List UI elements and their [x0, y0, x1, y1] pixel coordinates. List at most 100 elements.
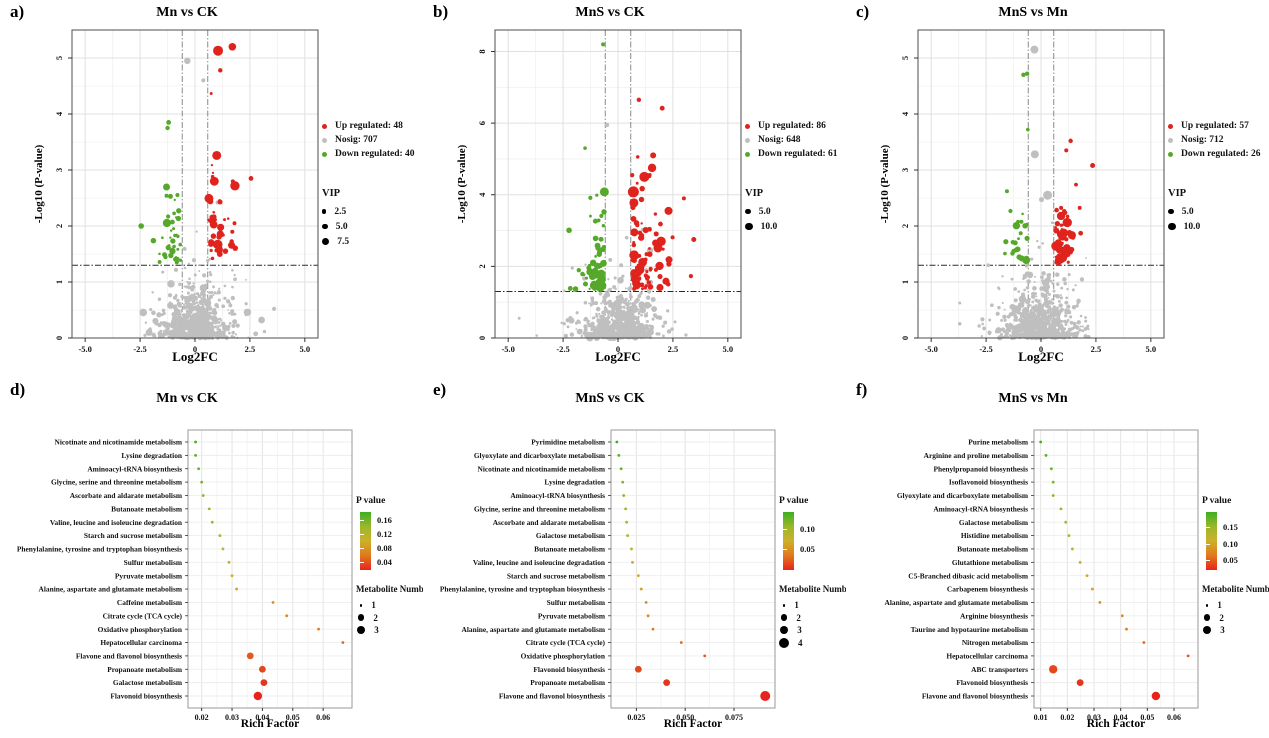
pvalue-gradient-bar: 0.16 0.12 0.08 0.04 — [360, 512, 446, 570]
category-label: Flavonoid biosynthesis — [956, 678, 1028, 687]
legend-label: Down regulated: 40 — [335, 149, 415, 159]
category-label: Lysine degradation — [544, 478, 605, 487]
enrichment-dot — [197, 467, 201, 471]
size-legend-dot — [782, 603, 786, 607]
category-label: Oxidative phosphorylation — [521, 651, 605, 660]
svg-text:1: 1 — [900, 280, 910, 284]
enrichment-dot — [1125, 627, 1128, 631]
enrichment-dot — [663, 679, 671, 687]
enrichment-dot — [1049, 467, 1053, 471]
pvalue-gradient-bar: 0.15 0.10 0.05 — [1206, 512, 1269, 570]
category-label: Butanoate metabolism — [534, 545, 606, 554]
volcano-plot-mns-vs-mn: -5.0 -2.5 0 2.5 5.0 0 1 2 3 4 5 — [900, 29, 1165, 354]
gridlines — [918, 30, 1164, 339]
size-legend-item: 4 — [779, 637, 869, 650]
legend-label: Up regulated: 48 — [335, 121, 403, 131]
vip-legend-item: 5.0 — [745, 204, 845, 219]
gridlines — [72, 30, 318, 339]
x-axis-label-b: Log2FC — [595, 349, 641, 364]
vip-legend-item: 2.5 — [322, 204, 422, 219]
svg-text:2.5: 2.5 — [1091, 344, 1102, 354]
size-legend-label: 2 — [1219, 612, 1224, 623]
panel-letter-f: f) — [856, 380, 868, 399]
category-label: Pyruvate metabolism — [538, 611, 606, 620]
enrichment-dotplot-mns-vs-mn: 0.01 0.02 0.03 0.04 0.05 0.06 Purine metabolis… — [885, 429, 1199, 722]
category-label: Alanine, aspartate and glutamate metabol… — [462, 625, 606, 634]
enrichment-dot — [221, 547, 225, 551]
enrichment-dot — [235, 587, 238, 591]
panel-title-d: Mn vs CK — [156, 391, 218, 406]
pvalue-tick-label: 0.10 — [800, 524, 815, 535]
svg-text:0: 0 — [193, 344, 197, 354]
legend-a: Up regulated: 48 Nosig: 707 Down regulated… — [322, 119, 422, 249]
enrichment-dot — [1051, 494, 1055, 497]
points-up — [204, 43, 254, 261]
enrichment-dot — [341, 641, 345, 644]
legend-item-nosig: Nosig: 707 — [322, 133, 422, 147]
y-axis-label-a: -Log10 (P-value) — [33, 144, 45, 224]
enrichment-dot — [1049, 665, 1058, 674]
svg-text:-2.5: -2.5 — [133, 344, 146, 354]
svg-text:4: 4 — [54, 111, 64, 116]
vip-legend-title: VIP — [1168, 188, 1187, 199]
volcano-plot-mns-vs-ck: -5.0 -2.5 0 2.5 5.0 0 2 4 6 8 — [477, 29, 742, 354]
legend-label: Nosig: 648 — [758, 135, 801, 145]
svg-text:0.06: 0.06 — [1167, 713, 1181, 722]
category-label: Purine metabolism — [968, 438, 1029, 447]
svg-text:2.5: 2.5 — [668, 344, 679, 354]
svg-text:1: 1 — [54, 280, 64, 284]
vip-legend-item: 5.0 — [322, 219, 422, 234]
legend-swatch-up — [1168, 123, 1173, 129]
size-legend-label: 2 — [373, 612, 378, 623]
category-label: Taurine and hypotaurine metabolism — [911, 625, 1029, 634]
enrichment-dots — [1039, 440, 1190, 701]
vip-size-label: 5.0 — [335, 221, 348, 232]
enrichment-dot — [703, 654, 707, 658]
gradient-bar — [1206, 512, 1217, 570]
enrichment-dot — [1071, 547, 1074, 551]
enrichment-dots — [615, 440, 771, 701]
svg-text:0.05: 0.05 — [1140, 713, 1154, 722]
svg-text:0: 0 — [54, 336, 64, 340]
panel-letter-d: d) — [10, 380, 26, 399]
svg-text:0: 0 — [477, 336, 487, 340]
category-label: Galactose metabolism — [113, 678, 183, 687]
enrichment-dot — [634, 665, 642, 673]
enrichment-dot — [630, 547, 633, 551]
enrichment-dot — [1039, 440, 1043, 444]
size-legend-item: 1 — [1202, 599, 1269, 612]
category-label: Valine, leucine and isoleucine degradati… — [473, 558, 605, 567]
size-legend-dot — [779, 637, 789, 648]
panel-volcano-mn-vs-ck: -5.0 -2.5 0 2.5 5.0 0 1 2 3 4 5 a) Mn vs CK -Log10… — [0, 0, 423, 378]
legend-f: P value 0.15 0.10 0.05 Metabolite Number 12 3 — [1202, 496, 1269, 637]
legend-swatch-down — [745, 151, 750, 157]
legend-label: Nosig: 712 — [1181, 135, 1224, 145]
svg-text:5: 5 — [900, 56, 910, 60]
x-axis-label-a: Log2FC — [172, 349, 218, 364]
svg-text:-2.5: -2.5 — [979, 344, 992, 354]
enrichment-dot — [1064, 520, 1068, 524]
enrichment-dot — [621, 480, 625, 484]
category-label: Nitrogen metabolism — [962, 638, 1029, 647]
size-legend-item: 1 — [356, 599, 446, 612]
category-label: Galactose metabolism — [959, 518, 1029, 527]
enrichment-dotplot-mn-vs-ck: 0.02 0.03 0.04 0.05 0.06 Nicotinate and nicot… — [17, 429, 353, 722]
category-label: Sulfur metabolism — [124, 558, 183, 567]
category-label: Phenylalanine, tyrosine and tryptophan b… — [17, 545, 182, 554]
enrichment-dot — [1067, 534, 1071, 537]
enrichment-dot — [260, 679, 268, 687]
legend-item-up: Up regulated: 48 — [322, 119, 422, 133]
category-label: Oxidative phosphorylation — [98, 625, 182, 634]
x-axis-label-e: Rich Factor — [663, 718, 723, 730]
size-legend-item: 2 — [356, 612, 446, 625]
legend-label: Nosig: 707 — [335, 135, 378, 145]
vip-size-label: 10.0 — [1183, 221, 1201, 232]
panel-title-b: MnS vs CK — [575, 5, 645, 20]
category-label: Starch and sucrose metabolism — [84, 531, 183, 540]
legend-swatch-down — [1168, 151, 1173, 157]
category-label: Ascorbate and aldarate metabolism — [493, 518, 606, 527]
svg-text:0.01: 0.01 — [1034, 713, 1048, 722]
svg-text:0.050: 0.050 — [676, 713, 694, 722]
vip-size-label: 5.0 — [758, 206, 771, 217]
